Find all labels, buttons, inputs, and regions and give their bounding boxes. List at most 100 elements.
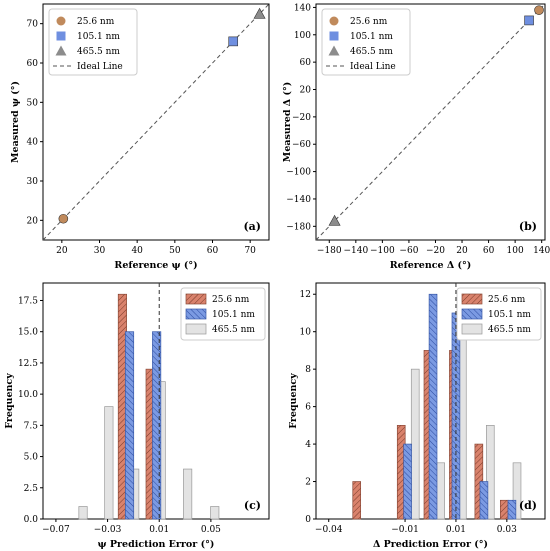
legend: 25.6 nm 105.1 nm 465.5 nm	[180, 287, 266, 341]
legend-swatch	[185, 293, 207, 305]
legend: 25.6 nm 105.1 nm 465.5 nm Ideal Line	[321, 8, 411, 76]
histogram-panel-2: −0.04 −0.01 0.01 0.03 0 2 4 6 8 10 12 Δ Prediction …	[288, 282, 546, 550]
y-tick-label: −100	[286, 168, 311, 178]
x-tick-label: −140	[343, 246, 368, 256]
legend-marker-square	[329, 31, 339, 41]
legend-entry: Ideal Line	[77, 62, 123, 72]
bar	[479, 481, 489, 520]
data-point-square	[524, 15, 534, 26]
bar	[104, 406, 114, 520]
legend-swatch	[461, 323, 483, 335]
legend-marker-circle	[56, 16, 66, 26]
y-tick-label: 0	[305, 515, 311, 525]
bar	[183, 468, 193, 520]
plot-frame	[315, 3, 546, 241]
y-axis-label: Measured Δ (°)	[282, 82, 293, 162]
legend-entry: 25.6 nm	[77, 17, 115, 27]
y-tick-label: 60	[27, 59, 39, 69]
data-point-square	[228, 36, 239, 47]
panel-label: (a)	[243, 220, 261, 233]
panel-label: (c)	[244, 499, 261, 512]
legend-marker-circle	[329, 16, 339, 26]
y-tick-label: 50	[27, 98, 39, 108]
legend-marker-triangle	[55, 45, 67, 56]
y-tick-label: 70	[27, 20, 39, 30]
legend-swatch	[461, 293, 483, 305]
legend-entry: 465.5 nm	[350, 47, 393, 57]
scatter-panel-1: 20 30 40 50 60 70 20 30 40 50 60 70 Reference ψ (°) M…	[10, 3, 270, 271]
x-tick-label: 40	[131, 246, 143, 256]
data-point-triangle	[253, 7, 266, 19]
bar	[436, 462, 445, 520]
x-tick-label: 0.01	[446, 525, 466, 535]
y-axis-label: Measured ψ (°)	[10, 81, 21, 163]
y-tick-label: −20	[292, 113, 311, 123]
x-tick-label: 50	[169, 246, 181, 256]
x-axis-label: Reference Δ (°)	[390, 260, 472, 271]
legend: 25.6 nm 105.1 nm 465.5 nm Ideal Line	[48, 8, 138, 76]
y-tick-label: 15.0	[18, 328, 38, 338]
y-tick-label: −140	[286, 195, 311, 205]
histogram-panel-1: −0.07 −0.03 0.01 0.05 0.0 2.5 5.0 7.5 10.0 12.5 15…	[4, 282, 270, 550]
legend-entry: 465.5 nm	[488, 325, 531, 335]
panel-label: (d)	[519, 499, 537, 512]
x-tick-label: 0.03	[497, 525, 517, 535]
x-tick-label: 30	[94, 246, 106, 256]
y-tick-label: −180	[286, 222, 311, 232]
y-tick-label: 60	[300, 58, 312, 68]
legend-swatch	[185, 308, 207, 320]
y-tick-label: 2	[305, 478, 311, 488]
y-tick-label: 20	[300, 86, 312, 96]
bar	[403, 443, 412, 520]
x-axis-label: Reference ψ (°)	[114, 260, 197, 271]
x-tick-label: 20	[56, 246, 68, 256]
y-tick-label: 12	[300, 290, 311, 300]
bar	[352, 481, 362, 520]
x-tick-label: −0.07	[42, 525, 70, 535]
legend-marker-triangle	[328, 45, 340, 56]
x-tick-label: 70	[244, 246, 256, 256]
y-tick-label: −60	[292, 140, 311, 150]
legend-entry: 105.1 nm	[350, 32, 393, 42]
bar	[428, 293, 438, 520]
x-tick-label: −0.03	[94, 525, 122, 535]
x-tick-label: −0.01	[391, 525, 419, 535]
bar	[507, 499, 517, 520]
x-tick-label: 100	[507, 246, 524, 256]
y-tick-label: 30	[27, 177, 39, 187]
y-axis-label: Frequency	[288, 373, 299, 429]
bar	[410, 368, 420, 520]
y-tick-label: 0.0	[24, 515, 39, 525]
x-tick-label: 140	[533, 246, 550, 256]
legend: 25.6 nm 105.1 nm 465.5 nm	[456, 287, 542, 341]
legend-entry: 105.1 nm	[77, 32, 120, 42]
bar	[210, 506, 220, 520]
plot-frame	[42, 3, 270, 241]
x-tick-label: −0.04	[315, 525, 343, 535]
y-tick-label: 100	[294, 31, 311, 41]
bar	[124, 331, 135, 520]
y-tick-label: 8	[305, 365, 311, 375]
legend-entry: 105.1 nm	[212, 310, 255, 320]
legend-entry: Ideal Line	[350, 62, 396, 72]
x-tick-label: 60	[207, 246, 219, 256]
y-axis-label: Frequency	[4, 373, 15, 429]
legend-entry: 105.1 nm	[488, 310, 531, 320]
y-tick-label: 4	[305, 440, 311, 450]
legend-entry: 25.6 nm	[350, 17, 388, 27]
legend-entry: 25.6 nm	[488, 295, 526, 305]
x-tick-label: 0.05	[201, 525, 221, 535]
legend-entry: 25.6 nm	[212, 295, 250, 305]
x-tick-label: −20	[426, 246, 445, 256]
y-tick-label: 20	[27, 216, 39, 226]
y-tick-label: 12.5	[18, 359, 38, 369]
scatter-panel-2: −180 −140 −100 −60 −20 20 60 100 140−180−140−100…	[282, 3, 550, 271]
y-tick-label: 10.0	[18, 390, 38, 400]
legend-entry: 465.5 nm	[77, 47, 120, 57]
ideal-line	[42, 3, 270, 241]
x-tick-label: 60	[483, 246, 495, 256]
y-tick-label: 140	[294, 3, 311, 13]
y-tick-label: 7.5	[24, 421, 39, 431]
bar	[499, 499, 509, 520]
